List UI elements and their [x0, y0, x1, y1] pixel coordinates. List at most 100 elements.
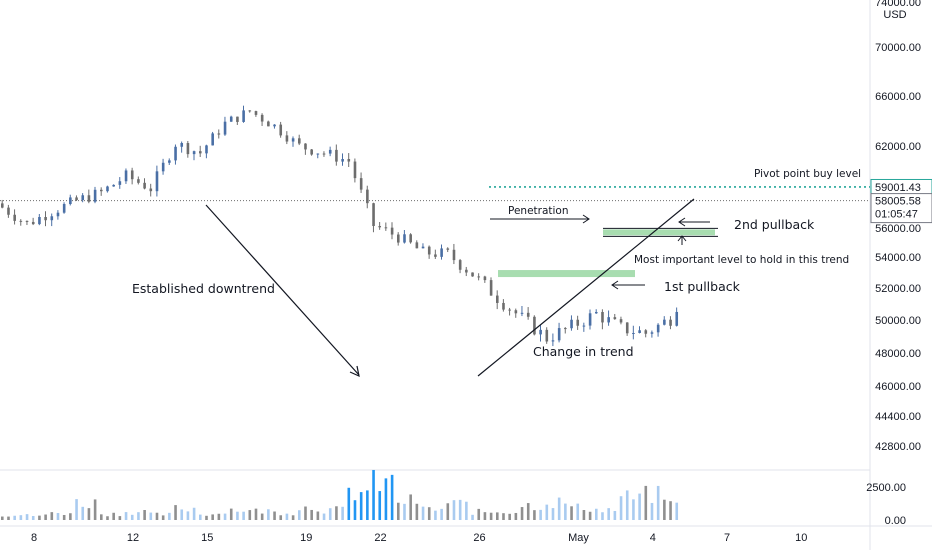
- volume-bar: [372, 469, 375, 520]
- volume-bar: [38, 515, 41, 520]
- volume-bar: [440, 508, 443, 520]
- candle-body: [118, 181, 122, 185]
- first-pullback-arrow: [611, 280, 645, 290]
- candle-body: [205, 145, 208, 154]
- candle-body: [75, 197, 78, 201]
- candle-body: [192, 151, 196, 155]
- candle-body: [100, 189, 103, 192]
- volume-bar: [155, 512, 159, 520]
- volume-bar: [359, 492, 363, 520]
- volume-bar: [520, 507, 524, 520]
- candle-body: [533, 316, 536, 335]
- volume-bar: [25, 514, 29, 520]
- candle-body: [496, 295, 499, 303]
- candle-body: [644, 330, 648, 334]
- candle-body: [477, 276, 481, 278]
- candle-body: [452, 249, 456, 261]
- time-tick-label: 8: [31, 532, 37, 544]
- volume-bar: [366, 490, 369, 520]
- volume-bar: [347, 487, 351, 520]
- time-tick-label: 15: [201, 532, 213, 544]
- current-price-label: 58005.58 01:05:47: [870, 193, 932, 224]
- candle-body: [595, 312, 598, 314]
- volume-bar: [298, 510, 301, 520]
- candle-body: [663, 319, 666, 325]
- important-level-arrow: [677, 235, 687, 245]
- volume-bar: [93, 499, 97, 520]
- candle-body: [650, 332, 654, 334]
- candle-body: [570, 319, 573, 329]
- candle-body: [601, 312, 604, 323]
- candle-body: [229, 116, 233, 122]
- change-in-trend-label: Change in trend: [533, 344, 634, 359]
- volume-bar: [62, 514, 66, 520]
- volume-bar: [322, 513, 326, 520]
- candle-body: [471, 272, 474, 277]
- candle-body: [211, 133, 214, 146]
- volume-bar: [217, 513, 221, 520]
- candle-body: [489, 280, 493, 296]
- candle-body: [161, 162, 165, 172]
- candle-body: [359, 178, 363, 190]
- second-pullback-label: 2nd pullback: [734, 217, 815, 232]
- volume-bar: [557, 497, 561, 520]
- bar-countdown: 01:05:47: [875, 209, 918, 221]
- volume-bar: [588, 511, 592, 520]
- candle-body: [137, 179, 140, 183]
- volume-bar: [112, 512, 115, 520]
- volume-bar: [675, 502, 679, 520]
- candle-body: [446, 248, 450, 250]
- price-tick-label: 70000.00: [875, 42, 921, 54]
- volume-bar: [601, 512, 604, 520]
- candle-body: [298, 138, 301, 144]
- candle-body: [38, 217, 41, 225]
- price-tick-label: 66000.00: [875, 91, 921, 103]
- candle-body: [508, 309, 511, 311]
- candle-body: [347, 158, 351, 162]
- time-tick-label: 4: [650, 532, 656, 544]
- volume-bar: [310, 509, 313, 520]
- price-tick-label: 48000.00: [875, 348, 921, 360]
- downtrend-arrowhead: [349, 365, 360, 378]
- volume-bar: [143, 510, 146, 520]
- candle-body: [316, 153, 320, 155]
- candle-body: [526, 312, 530, 317]
- volume-bar: [168, 512, 171, 520]
- price-tick-label: 74000.00: [875, 0, 921, 9]
- candle-body: [588, 313, 592, 326]
- candle-body: [242, 110, 245, 122]
- first-pullback-support-band: [498, 270, 635, 278]
- volume-bar: [595, 508, 598, 520]
- volume-bar: [100, 514, 103, 520]
- volume-bar: [199, 514, 202, 520]
- volume-bar: [69, 513, 72, 520]
- volume-bar: [390, 474, 394, 520]
- candle-body: [69, 197, 72, 205]
- candle-body: [285, 135, 289, 142]
- candle-body: [1, 203, 4, 208]
- volume-bar: [564, 503, 567, 520]
- volume-bar: [545, 504, 549, 520]
- candle-body: [669, 319, 672, 326]
- candle-body: [415, 242, 419, 249]
- volume-bar: [496, 512, 499, 520]
- volume-bar: [291, 515, 295, 520]
- volume-bar: [582, 510, 586, 520]
- volume-bar: [471, 514, 474, 520]
- candle-body: [50, 216, 54, 221]
- candle-body: [458, 260, 462, 270]
- candle-body: [619, 319, 623, 323]
- volume-bar: [477, 508, 481, 520]
- volume-bar: [619, 496, 623, 520]
- volume-bar: [279, 515, 283, 520]
- volume-tick-label: 0.00: [885, 515, 906, 527]
- price-tick-label: 54000.00: [875, 252, 921, 264]
- volume-bar: [415, 503, 419, 520]
- time-axis[interactable]: 8 12 15 19 22 26 May 4 7 10: [31, 532, 807, 544]
- candle-body: [366, 189, 369, 204]
- price-tick-label: 46000.00: [875, 381, 921, 393]
- svg-text:59001.43: 59001.43: [875, 182, 921, 194]
- price-axis[interactable]: 74000.00 70000.00 66000.00 62000.00 56000.00…: [875, 0, 921, 453]
- candle-body: [87, 195, 91, 202]
